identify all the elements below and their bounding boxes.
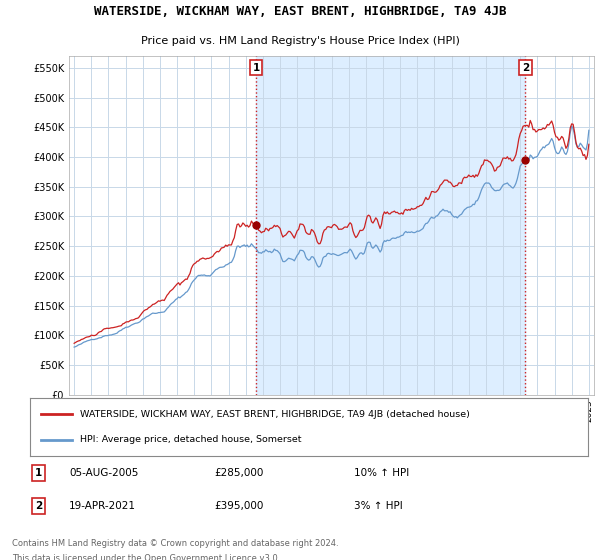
Text: 10% ↑ HPI: 10% ↑ HPI [353,468,409,478]
Text: 19-APR-2021: 19-APR-2021 [69,501,136,511]
Text: 05-AUG-2005: 05-AUG-2005 [69,468,139,478]
Bar [256,56,526,395]
Text: 2: 2 [35,501,42,511]
Text: WATERSIDE, WICKHAM WAY, EAST BRENT, HIGHBRIDGE, TA9 4JB (detached house): WATERSIDE, WICKHAM WAY, EAST BRENT, HIGH… [80,409,470,418]
Text: £395,000: £395,000 [214,501,263,511]
Text: 3% ↑ HPI: 3% ↑ HPI [353,501,403,511]
Text: 2: 2 [522,63,529,73]
Text: Price paid vs. HM Land Registry's House Price Index (HPI): Price paid vs. HM Land Registry's House … [140,35,460,45]
Text: This data is licensed under the Open Government Licence v3.0.: This data is licensed under the Open Gov… [12,554,280,560]
Text: WATERSIDE, WICKHAM WAY, EAST BRENT, HIGHBRIDGE, TA9 4JB: WATERSIDE, WICKHAM WAY, EAST BRENT, HIGH… [94,5,506,18]
Text: HPI: Average price, detached house, Somerset: HPI: Average price, detached house, Some… [80,436,302,445]
Text: 1: 1 [35,468,42,478]
Text: 1: 1 [253,63,260,73]
Text: £285,000: £285,000 [214,468,263,478]
Text: Contains HM Land Registry data © Crown copyright and database right 2024.: Contains HM Land Registry data © Crown c… [12,539,338,548]
